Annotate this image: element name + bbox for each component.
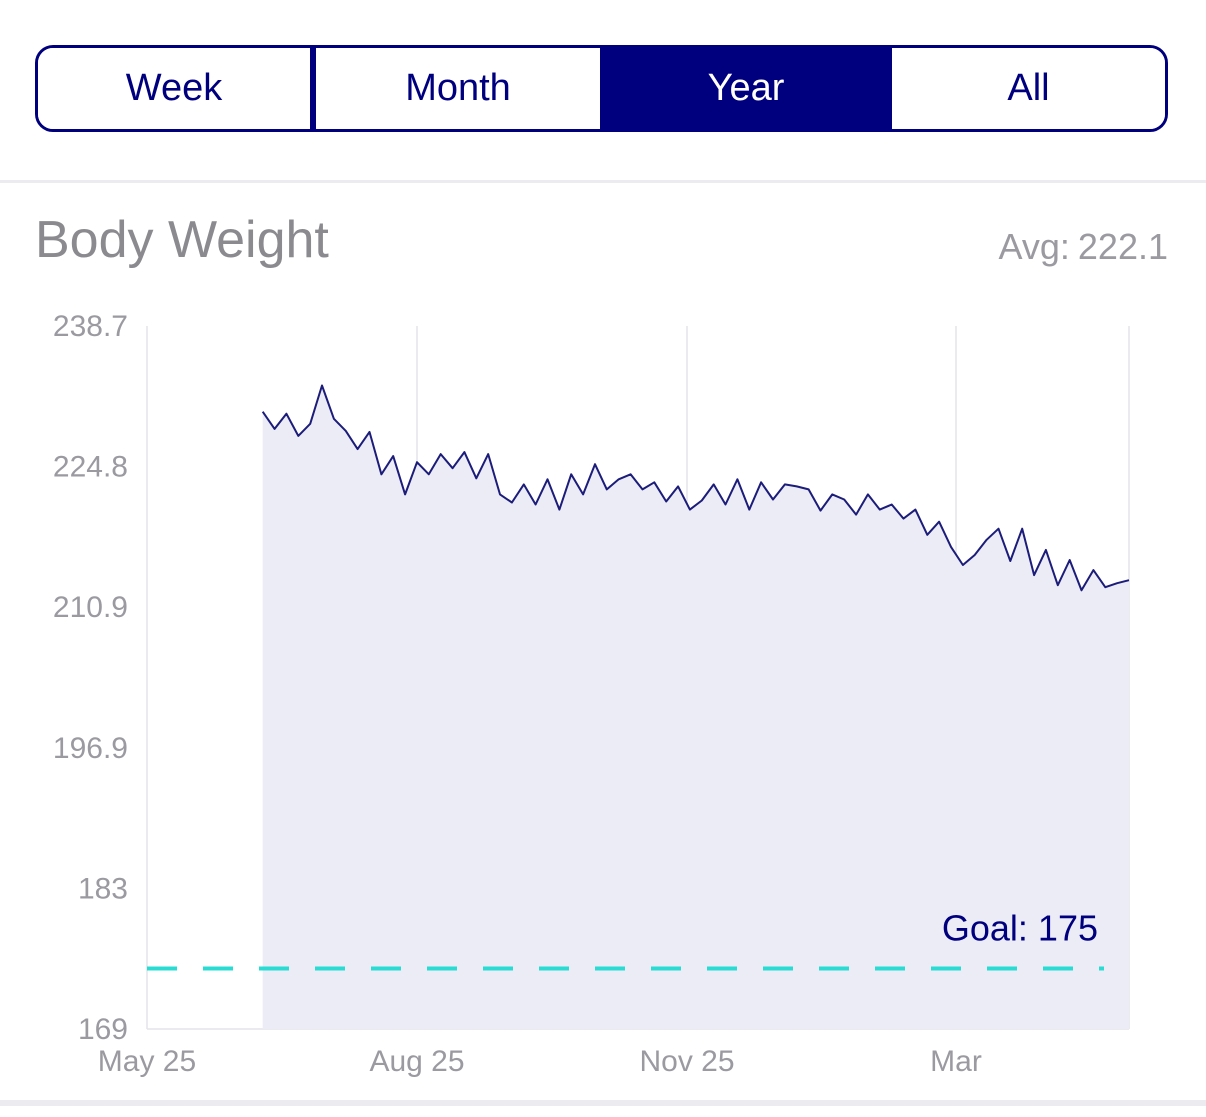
- range-all-button[interactable]: All: [892, 48, 1165, 129]
- x-tick-label: Mar: [930, 1045, 982, 1078]
- range-month-button[interactable]: Month: [316, 48, 600, 129]
- y-tick-label: 196.9: [53, 732, 128, 765]
- range-year-button[interactable]: Year: [600, 48, 892, 129]
- bottom-divider: [0, 1100, 1206, 1106]
- average-label: Avg:: [998, 226, 1070, 267]
- weight-series-line: [261, 384, 1130, 592]
- section-divider: [0, 180, 1206, 183]
- x-tick-label: May 25: [98, 1045, 196, 1078]
- x-tick-label: Nov 25: [639, 1045, 734, 1078]
- weight-area-fill: [262, 385, 1129, 1029]
- range-week-button[interactable]: Week: [38, 48, 316, 129]
- average-readout: Avg: 222.1: [999, 226, 1168, 268]
- x-tick-label: Aug 25: [369, 1045, 464, 1078]
- y-tick-label: 210.9: [53, 591, 128, 624]
- goal-label: Goal: 175: [942, 907, 1098, 948]
- y-tick-label: 169: [78, 1013, 128, 1046]
- chart-title: Body Weight: [35, 211, 329, 269]
- y-tick-label: 183: [78, 872, 128, 905]
- time-range-segmented-control: Week Month Year All: [35, 45, 1168, 132]
- average-value: 222.1: [1077, 226, 1168, 267]
- y-tick-label: 238.7: [53, 310, 128, 343]
- y-tick-label: 224.8: [53, 451, 128, 484]
